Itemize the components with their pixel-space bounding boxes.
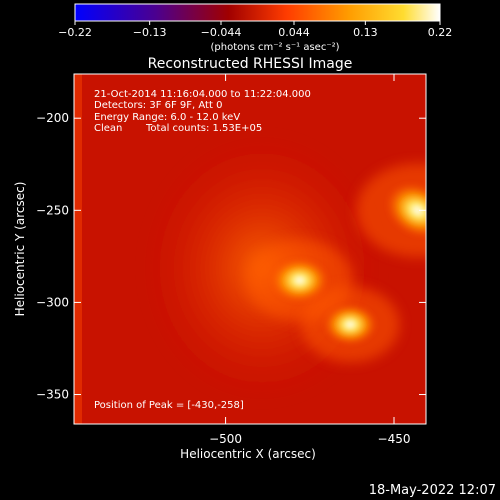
y-tick-label: −250 — [36, 203, 69, 217]
source-layer — [246, 163, 426, 363]
colorbar-tick-label: −0.044 — [201, 26, 242, 39]
y-tick-label: −300 — [36, 295, 69, 309]
colorbar-tick-label: 0.13 — [353, 26, 378, 39]
colorbar-gradient — [75, 4, 440, 21]
annotation-time-range: 21-Oct-2014 11:16:04.000 to 11:22:04.000 — [94, 89, 311, 100]
colorbar-tick-label: 0.22 — [428, 26, 453, 39]
colorbar-ticks: −0.22 −0.13 −0.044 0.044 0.13 0.22 — [58, 21, 452, 39]
y-tick-label: −200 — [36, 111, 69, 125]
annotation-method: Clean — [94, 123, 122, 134]
y-tick-label: −350 — [36, 388, 69, 402]
colorbar: −0.22 −0.13 −0.044 0.044 0.13 0.22 (photons c… — [58, 3, 452, 53]
source-peak — [270, 257, 330, 304]
image-plot — [74, 74, 426, 424]
colorbar-tick-label: 0.044 — [278, 26, 310, 39]
y-axis-label: Heliocentric Y (arcsec) — [13, 182, 27, 317]
x-axis-ticks: −500−450−400 — [209, 74, 411, 446]
x-tick-label: −500 — [209, 432, 242, 446]
timestamp: 18-May-2022 12:07 — [369, 483, 496, 498]
annotation-detectors: Detectors: 3F 6F 9F, Att 0 — [94, 100, 222, 111]
chart-title: Reconstructed RHESSI Image — [148, 56, 353, 72]
y-axis-ticks: −200 −250 −300 −350 — [36, 111, 426, 402]
annotation-energy-range: Energy Range: 6.0 - 12.0 keV — [94, 112, 240, 123]
colorbar-tick-label: −0.13 — [133, 26, 167, 39]
source-peak — [385, 182, 426, 239]
x-tick-label: −450 — [378, 432, 411, 446]
annotation-total-counts: Total counts: 1.53E+05 — [145, 123, 262, 134]
source-peak — [322, 303, 378, 346]
plot-frame — [73, 73, 427, 425]
colorbar-frame — [74, 3, 441, 22]
annotation-peak-position: Position of Peak = [-430,-258] — [94, 400, 244, 411]
colorbar-unit-label: (photons cm⁻² s⁻¹ asec⁻²) — [210, 42, 339, 53]
x-axis-label: Heliocentric X (arcsec) — [180, 447, 316, 461]
image-left-edge — [74, 74, 82, 424]
colorbar-tick-label: −0.22 — [58, 26, 92, 39]
